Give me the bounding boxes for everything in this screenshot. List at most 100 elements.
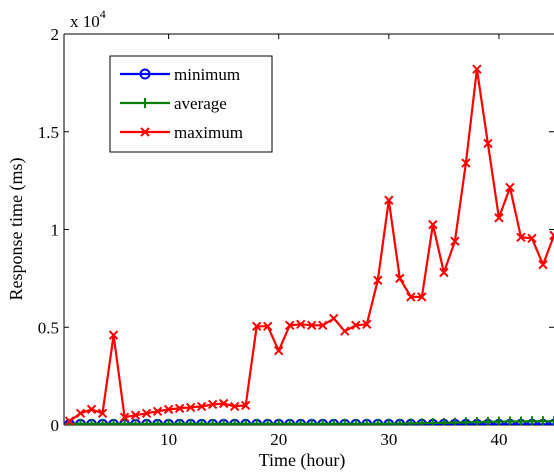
data-point-maximum (251, 321, 262, 331)
data-point-average (394, 418, 405, 425)
data-point-maximum (119, 412, 130, 422)
data-point-average (416, 418, 427, 425)
data-point-maximum (285, 320, 295, 331)
data-point-average (449, 417, 460, 425)
x-axis-label: Time (hour) (259, 450, 346, 471)
data-point-average (240, 418, 251, 425)
data-point-average (141, 418, 152, 425)
data-point-maximum (274, 346, 284, 356)
x-tick-label: 30 (380, 430, 397, 449)
data-point-average (482, 416, 493, 425)
y-multiplier-exponent: 4 (100, 7, 106, 21)
data-point-maximum (439, 267, 449, 278)
data-point-average (350, 418, 361, 425)
data-point-maximum (152, 406, 163, 417)
data-point-average (460, 417, 471, 425)
data-point-minimum (548, 418, 554, 425)
data-point-maximum (263, 321, 273, 331)
data-point-average (537, 416, 548, 425)
data-point-maximum (296, 319, 306, 330)
x-tick-label: 40 (490, 430, 507, 449)
data-point-maximum (130, 410, 141, 420)
data-point-maximum (185, 402, 196, 413)
data-point-average (295, 418, 306, 425)
data-point-average (108, 418, 119, 425)
data-point-maximum (494, 213, 504, 223)
y-tick-label: 2 (51, 25, 60, 44)
legend-marker-minimum (139, 68, 151, 80)
data-point-maximum (549, 230, 554, 241)
data-point-maximum (329, 313, 339, 324)
y-multiplier-label: x 104 (70, 7, 106, 31)
data-point-maximum (229, 401, 240, 412)
data-point-maximum (428, 219, 438, 230)
data-point-average (251, 418, 262, 425)
data-point-average (339, 418, 350, 425)
legend-label-minimum: minimum (174, 65, 240, 84)
data-point-maximum (461, 158, 471, 168)
data-point-maximum (450, 236, 460, 246)
data-point-average (438, 417, 449, 425)
data-point-maximum (174, 403, 185, 414)
series-layer (64, 64, 554, 425)
data-point-average (207, 418, 218, 425)
data-point-maximum (406, 292, 416, 302)
data-point-maximum (505, 182, 515, 193)
legend-marker-average (140, 98, 150, 108)
data-point-average (97, 418, 108, 425)
data-point-maximum (373, 275, 383, 286)
data-point-average (405, 418, 416, 425)
data-point-average (273, 418, 284, 425)
data-point-maximum (384, 195, 394, 205)
data-point-average (383, 418, 394, 425)
legend-marker-maximum (140, 127, 150, 137)
data-point-maximum (318, 320, 328, 331)
data-point-average (372, 418, 383, 425)
data-point-average (86, 418, 97, 425)
y-multiplier-base: x 10 (70, 12, 100, 31)
data-point-maximum (108, 330, 119, 340)
data-point-average (317, 418, 328, 425)
legend-label-average: average (174, 94, 227, 113)
data-point-maximum (64, 416, 75, 425)
data-point-maximum (538, 259, 548, 270)
data-point-maximum (472, 64, 482, 74)
data-point-average (493, 416, 504, 425)
data-point-average (174, 418, 185, 425)
y-tick-label: 0.5 (38, 318, 59, 337)
data-point-average (284, 418, 295, 425)
data-point-maximum (75, 408, 86, 418)
data-point-maximum (395, 273, 405, 284)
data-point-maximum (340, 326, 350, 336)
data-point-maximum (163, 404, 174, 415)
data-point-average (328, 418, 339, 425)
data-point-average (185, 418, 196, 425)
data-point-maximum (307, 320, 317, 331)
data-point-maximum (97, 408, 108, 418)
data-point-maximum (516, 232, 526, 243)
data-point-average (229, 418, 240, 425)
data-point-average (130, 418, 141, 425)
data-point-average (427, 418, 438, 425)
data-point-maximum (240, 400, 251, 411)
data-point-average (119, 418, 130, 425)
y-tick-label: 0 (51, 416, 60, 435)
data-point-average (549, 416, 554, 425)
data-point-average (75, 418, 86, 425)
data-point-maximum (362, 319, 372, 330)
data-point-average (361, 418, 372, 425)
data-point-average (306, 418, 317, 425)
series-average (64, 416, 554, 425)
data-point-maximum (207, 399, 218, 410)
data-point-maximum (86, 404, 97, 415)
data-point-average (218, 418, 229, 425)
y-axis-label: Response time (ms) (6, 158, 27, 301)
data-point-average (515, 416, 526, 425)
data-point-average (526, 416, 537, 425)
x-tick-label: 10 (160, 430, 177, 449)
data-point-average (196, 418, 207, 425)
data-point-average (152, 418, 163, 425)
data-point-maximum (141, 408, 152, 418)
data-point-maximum (417, 292, 427, 302)
